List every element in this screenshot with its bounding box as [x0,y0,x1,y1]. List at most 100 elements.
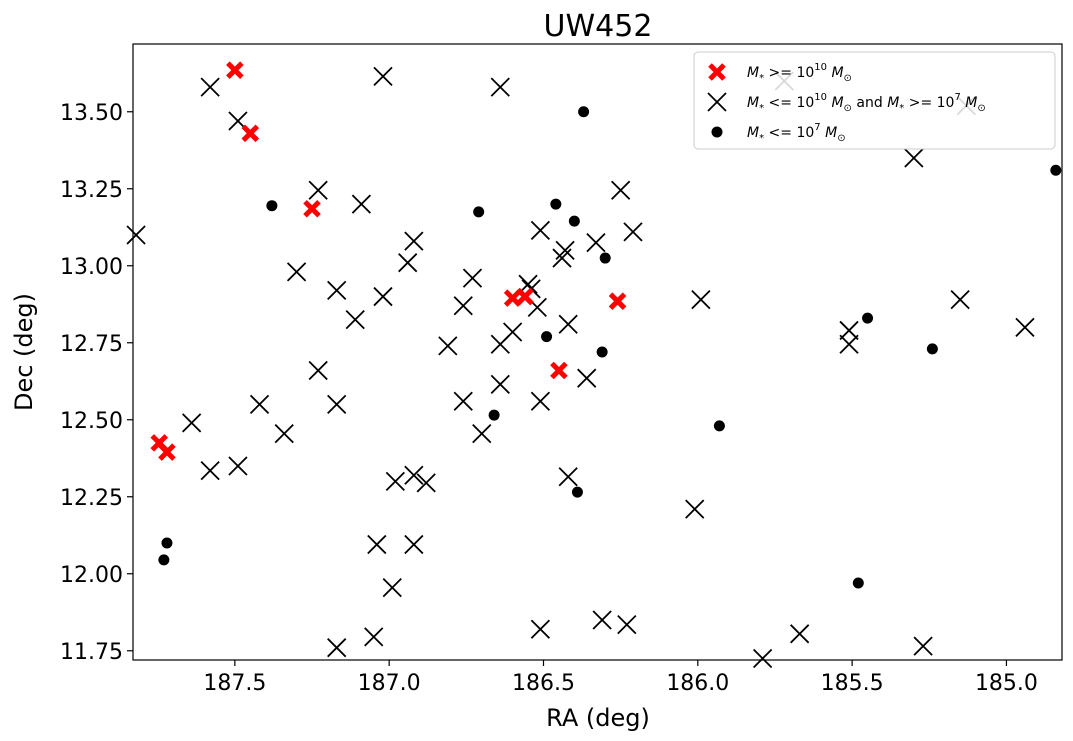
data-point-series-1 [752,648,773,669]
data-point-series-1 [182,413,202,433]
data-point-series-1 [345,310,365,330]
data-point-series-1 [453,391,473,411]
data-point-series-1 [623,222,643,242]
data-point-series-1 [200,77,220,97]
data-point-series-2 [473,206,485,218]
data-point-series-1 [592,610,612,630]
data-point-series-1 [490,374,510,394]
data-point-series-1 [373,66,393,86]
x-axis-label: RA (deg) [546,704,650,732]
x-axis: 187.5 187.0 186.5 186.0 185.5 185.0 [203,660,1038,696]
data-point-series-1 [490,77,510,97]
x-tick-label: 186.5 [512,671,575,696]
data-point-series-2 [1050,164,1062,176]
data-point-series-1 [691,290,711,310]
plot-frame [132,43,1063,661]
chart-title: UW452 [544,9,653,44]
data-point-series-1 [530,619,551,639]
data-point-series-2 [488,409,500,421]
y-tick-label: 12.00 [60,563,123,588]
data-point-series-1 [286,262,307,282]
data-point-series-1 [416,473,436,493]
y-tick-label: 12.50 [60,409,123,434]
x-tick-label: 185.0 [975,671,1038,696]
data-point-series-1 [913,636,933,656]
x-tick-label: 186.0 [666,671,729,696]
data-point-series-1 [530,391,551,411]
y-axis-label: Dec (deg) [10,293,38,411]
data-point-series-2 [541,331,553,343]
data-point-series-2 [852,577,864,589]
data-point-series-1 [552,248,572,268]
data-point-series-1 [438,336,458,356]
legend-label-2: M* <= 107 M⊙ [747,122,846,144]
x-tick-label: 187.0 [358,671,421,696]
data-point-series-0 [303,200,321,218]
x-tick-label: 187.5 [203,671,266,696]
data-point-series-1 [308,360,328,381]
data-point-series-2 [578,106,590,118]
data-point-series-0 [158,443,176,461]
data-point-series-1 [200,460,220,481]
data-point-series-1 [1015,317,1035,337]
legend-marker-1 [707,92,727,112]
data-point-series-1 [364,627,384,647]
y-tick-label: 12.75 [60,332,123,357]
data-point-series-1 [558,467,578,487]
data-point-series-1 [555,240,575,260]
data-point-series-1 [790,624,810,644]
data-point-series-1 [382,577,402,598]
data-point-series-2 [158,554,170,566]
data-point-series-1 [308,180,328,200]
data-point-series-0 [226,61,244,79]
legend: M* >= 1010 M⊙ M* <= 1010 M⊙ and M* >= 10… [693,51,1056,150]
x-tick-label: 185.5 [821,671,884,696]
data-point-series-1 [577,368,597,388]
data-point-series-1 [904,148,924,168]
data-point-series-1 [950,290,970,310]
data-point-series-1 [327,638,347,658]
data-point-series-1 [398,253,418,273]
y-tick-label: 13.25 [60,178,123,203]
data-point-series-1 [453,296,473,316]
data-point-series-1 [685,499,705,519]
data-point-series-1 [249,394,270,414]
data-point-series-2 [596,346,608,358]
data-point-series-1 [274,423,294,444]
legend-box [693,51,1056,150]
data-point-series-2 [713,420,725,432]
legend-label-0: M* >= 1010 M⊙ [747,62,852,84]
data-point-series-2 [599,252,611,264]
data-point-series-1 [617,614,637,635]
plot-points [126,61,1062,669]
data-point-series-2 [550,198,562,210]
data-point-series-1 [351,194,372,214]
y-tick-label: 13.50 [60,101,123,126]
data-point-series-2 [161,537,173,549]
data-point-series-1 [373,286,393,307]
data-point-series-1 [839,320,859,341]
data-point-series-1 [404,465,424,485]
data-point-series-1 [404,534,424,555]
legend-marker-2 [711,126,723,138]
data-point-series-2 [568,215,580,227]
data-point-series-1 [327,394,347,414]
data-point-series-1 [462,268,483,288]
y-tick-label: 12.25 [60,486,123,511]
data-point-series-0 [241,124,260,143]
y-tick-label: 13.00 [60,255,123,280]
data-point-series-1 [558,314,578,334]
data-point-series-2 [266,200,278,212]
y-axis: 11.75 12.00 12.25 12.50 12.75 13.00 13.25 13.50 [60,101,133,665]
data-point-series-1 [404,231,424,251]
data-point-series-2 [926,343,938,355]
data-point-series-0 [550,361,568,380]
data-point-series-1 [490,334,510,354]
data-point-series-2 [571,486,583,498]
data-point-series-1 [126,225,146,245]
data-point-series-1 [530,220,551,240]
data-point-series-0 [608,292,627,310]
data-point-series-1 [385,471,405,491]
legend-label-1: M* <= 1010 M⊙ and M* >= 107 M⊙ [747,92,986,114]
